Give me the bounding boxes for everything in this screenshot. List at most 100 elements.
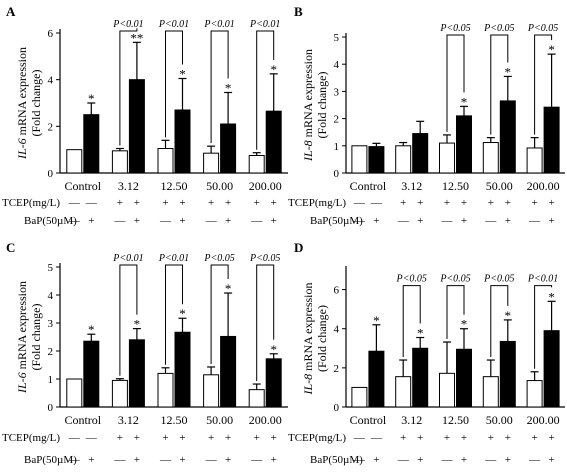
- tcep-row-label: TCEP(mg/L): [288, 432, 346, 444]
- bap-sign: —: [484, 215, 497, 227]
- tcep-sign: —: [370, 197, 383, 209]
- bar: [157, 372, 174, 408]
- bap-sign: +: [548, 454, 554, 466]
- y-tick-label: 6: [334, 285, 340, 297]
- bar: [203, 152, 220, 174]
- tcep-sign: +: [179, 197, 185, 209]
- x-tick-label: 12.50: [161, 413, 188, 427]
- tcep-sign: +: [254, 197, 260, 209]
- bar: [351, 145, 368, 174]
- bap-sign: +: [548, 215, 554, 227]
- bar: [174, 109, 191, 174]
- y-tick-label: 2: [48, 121, 54, 133]
- x-tick-label: 3.12: [118, 179, 139, 193]
- tcep-sign: +: [505, 432, 511, 444]
- bar: [543, 330, 560, 408]
- tcep-sign: +: [400, 197, 406, 209]
- tcep-sign: +: [488, 432, 494, 444]
- x-tick-label: 50.00: [486, 179, 513, 193]
- bar: [83, 340, 100, 408]
- bar: [368, 146, 385, 174]
- bar: [203, 374, 220, 408]
- tcep-sign: —: [85, 197, 98, 209]
- bar: [439, 372, 455, 408]
- bar: [220, 123, 237, 174]
- y-tick-label: 5: [334, 32, 340, 44]
- bar: [456, 115, 472, 174]
- tcep-row-label: TCEP(mg/L): [2, 432, 60, 444]
- bar: [412, 347, 429, 408]
- comparison-bracket: [446, 34, 465, 132]
- bap-sign: —: [159, 215, 172, 227]
- tcep-sign: +: [444, 432, 450, 444]
- significance-mark: *: [505, 308, 512, 323]
- tcep-sign: +: [531, 432, 537, 444]
- x-tick-label: Control: [350, 179, 387, 193]
- bap-sign: +: [417, 215, 423, 227]
- x-tick-label: Control: [64, 413, 101, 427]
- tcep-sign: +: [400, 432, 406, 444]
- tcep-sign: +: [162, 432, 168, 444]
- bap-row-label: BaP(50µM): [310, 454, 363, 466]
- significance-mark: *: [179, 67, 186, 82]
- bap-sign: +: [134, 215, 140, 227]
- panel-letter: A: [6, 4, 16, 19]
- y-tick-label: 0: [48, 402, 54, 414]
- bap-sign: +: [179, 215, 185, 227]
- p-value-label: P<0.01: [112, 19, 143, 30]
- bar: [265, 358, 282, 408]
- bap-sign: +: [179, 454, 185, 466]
- panel-letter: D: [294, 240, 303, 255]
- tcep-sign: +: [134, 197, 140, 209]
- bap-sign: +: [461, 215, 467, 227]
- tcep-sign: +: [488, 197, 494, 209]
- bap-sign: —: [397, 454, 410, 466]
- x-tick-label: Control: [64, 179, 101, 193]
- y-tick-label: 4: [334, 59, 340, 71]
- bar: [248, 389, 265, 408]
- bap-sign: +: [88, 215, 94, 227]
- p-value-label: P<0.01: [249, 19, 280, 30]
- bap-sign: +: [373, 454, 379, 466]
- bap-sign: —: [68, 454, 81, 466]
- y-tick-label: 5: [48, 262, 54, 274]
- y-axis-label-gene: IL-6: [15, 372, 29, 394]
- x-tick-label: 50.00: [206, 179, 233, 193]
- bar: [395, 376, 412, 408]
- y-axis-label-line2: (Fold change): [315, 72, 329, 139]
- bap-sign: +: [88, 454, 94, 466]
- x-tick-label: 3.12: [118, 413, 139, 427]
- bap-sign: +: [505, 215, 511, 227]
- p-value-label: P<0.05: [483, 274, 514, 285]
- significance-mark: *: [179, 306, 186, 321]
- tcep-sign: +: [134, 432, 140, 444]
- bap-sign: —: [528, 454, 541, 466]
- bap-sign: —: [441, 215, 454, 227]
- significance-mark: *: [548, 289, 555, 304]
- bap-sign: —: [353, 454, 366, 466]
- bap-row-label: BaP(50µM): [24, 454, 77, 466]
- bar: [526, 147, 543, 174]
- y-tick-label: 2: [48, 346, 54, 358]
- tcep-sign: —: [85, 432, 98, 444]
- tcep-sign: +: [548, 197, 554, 209]
- comparison-bracket: [534, 285, 553, 369]
- bar: [482, 142, 499, 174]
- x-tick-label: 200.00: [249, 413, 282, 427]
- x-tick-label: 12.50: [161, 179, 188, 193]
- y-axis-label-gene: IL-6: [15, 138, 29, 160]
- chart-panel-d: D 0 2 4 6 IL-8 mRNA expression (Fold change) * *…: [288, 240, 565, 466]
- bap-sign: —: [250, 454, 263, 466]
- bar: [439, 142, 455, 174]
- significance-mark: *: [270, 342, 277, 357]
- bap-sign: +: [271, 454, 277, 466]
- p-value-label: P<0.01: [112, 253, 143, 264]
- bar: [412, 133, 429, 174]
- x-tick-label: 12.50: [442, 179, 469, 193]
- bar: [543, 106, 560, 174]
- significance-mark: *: [270, 62, 277, 77]
- significance-mark: *: [225, 81, 232, 96]
- significance-mark: *: [88, 322, 95, 337]
- p-value-label: P<0.05: [439, 274, 470, 285]
- y-tick-label: 2: [334, 363, 340, 375]
